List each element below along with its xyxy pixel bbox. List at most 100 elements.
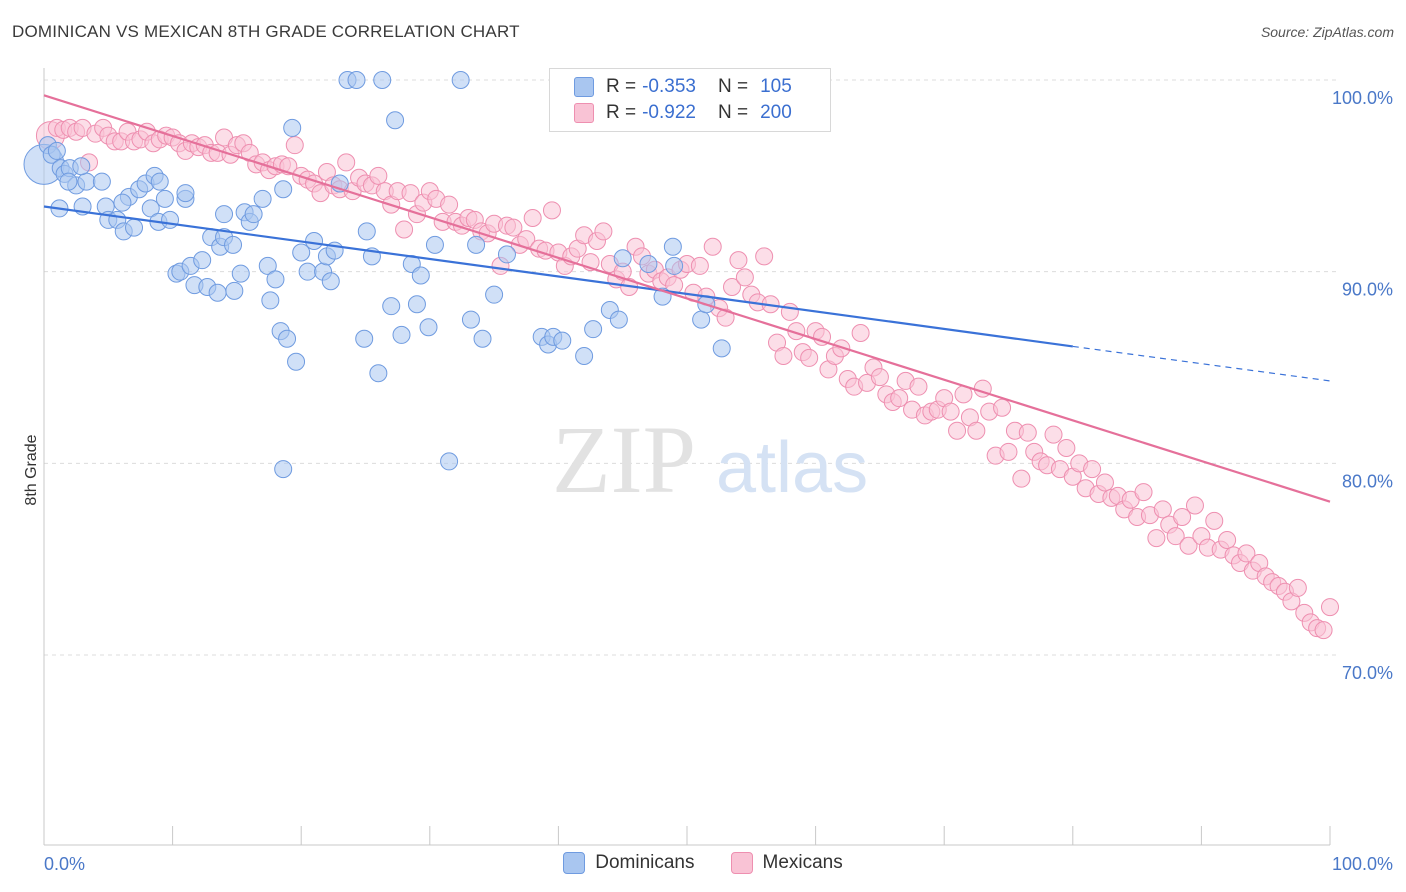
point-dominican xyxy=(553,331,572,350)
legend-label-dominicans: Dominicans xyxy=(595,852,695,873)
point-dominican xyxy=(193,251,212,270)
trend-lines xyxy=(43,94,1331,503)
point-dominican xyxy=(461,310,480,329)
point-mexican xyxy=(851,324,870,342)
legend-item-mexicans[interactable]: Mexicans xyxy=(730,852,843,874)
point-mexican xyxy=(401,184,420,203)
point-mexican xyxy=(729,251,748,270)
gridlines xyxy=(44,79,1336,656)
point-mexican xyxy=(594,222,613,241)
legend-swatch-mexicans xyxy=(730,852,753,874)
point-dominican xyxy=(208,283,227,302)
legend-r-value: -0.922 xyxy=(642,102,696,123)
point-mexican xyxy=(1018,423,1037,442)
point-dominican xyxy=(407,295,426,314)
point-mexican xyxy=(395,220,414,239)
legend-row-dominicans: R = -0.353 N = 105 xyxy=(574,75,792,99)
point-mexican xyxy=(1147,529,1166,548)
point-mexican xyxy=(1166,527,1185,546)
point-dominican xyxy=(278,329,297,348)
point-dominican xyxy=(665,256,684,275)
point-mexican xyxy=(542,201,561,220)
point-mexican xyxy=(440,195,459,214)
source-label: Source: ZipAtlas.com xyxy=(1260,24,1394,40)
point-dominican xyxy=(692,310,711,329)
point-mexican xyxy=(774,347,793,365)
point-mexican xyxy=(813,327,832,346)
series-mexicans xyxy=(35,118,1339,640)
trend-line-mexicans xyxy=(43,94,1331,503)
point-mexican xyxy=(1044,425,1063,444)
point-dominican xyxy=(369,364,388,383)
y-tick-labels: 100.0% 90.0% 80.0% 70.0% xyxy=(1332,88,1393,683)
point-mexican xyxy=(1237,544,1256,563)
point-dominican xyxy=(712,339,731,358)
x-axis: 0.0% 100.0% xyxy=(43,68,1393,874)
point-dominican xyxy=(613,249,632,268)
legend-n-label: N = xyxy=(717,76,749,97)
legend-n-value: 105 xyxy=(760,76,792,97)
legend-swatch-mexicans xyxy=(574,103,594,123)
point-mexican xyxy=(909,377,928,396)
legend-n-value: 200 xyxy=(760,102,792,123)
point-dominican xyxy=(231,264,250,283)
point-dominican xyxy=(382,297,401,316)
point-dominican xyxy=(609,310,628,329)
point-mexican xyxy=(723,278,742,296)
watermark-zip: ZIP xyxy=(552,406,696,513)
series-legend: Dominicans Mexicans xyxy=(0,852,1406,874)
point-dominican xyxy=(72,157,91,176)
legend-label-mexicans: Mexicans xyxy=(762,852,843,873)
point-dominican xyxy=(425,235,444,254)
point-dominican xyxy=(473,329,492,348)
watermark: ZIP atlas xyxy=(552,406,868,513)
point-dominican xyxy=(283,118,302,137)
point-dominican xyxy=(321,272,340,291)
point-dominican xyxy=(485,285,504,304)
point-dominican xyxy=(77,172,96,191)
point-mexican xyxy=(523,209,542,227)
point-mexican xyxy=(755,247,774,266)
point-mexican xyxy=(1185,496,1204,515)
point-dominican xyxy=(113,193,132,212)
point-dominican xyxy=(467,235,486,254)
point-mexican xyxy=(735,268,754,287)
point-dominican xyxy=(161,210,180,229)
point-dominican xyxy=(639,255,658,273)
point-mexican xyxy=(369,166,388,185)
trend-line-dominicans xyxy=(43,205,1073,348)
point-mexican xyxy=(1179,536,1198,555)
legend-r-label: R = xyxy=(606,102,637,123)
y-tick-label: 100.0% xyxy=(1332,88,1393,108)
point-dominican xyxy=(92,172,111,191)
point-mexican xyxy=(285,136,304,155)
point-dominican xyxy=(59,172,78,191)
point-dominican xyxy=(305,232,324,250)
legend-n-label: N = xyxy=(717,102,749,123)
point-mexican xyxy=(999,442,1018,461)
point-mexican xyxy=(1314,621,1333,640)
point-dominican xyxy=(584,320,603,339)
point-dominican xyxy=(155,189,174,208)
y-tick-label: 90.0% xyxy=(1342,280,1393,300)
point-mexican xyxy=(1095,473,1114,492)
point-dominican xyxy=(47,141,66,160)
watermark-atlas: atlas xyxy=(716,428,868,508)
point-mexican xyxy=(703,237,722,256)
point-mexican xyxy=(780,302,799,321)
legend-r-value: -0.353 xyxy=(642,76,696,97)
legend-swatch-dominicans xyxy=(574,77,594,97)
point-mexican xyxy=(1218,531,1237,549)
point-dominican xyxy=(266,270,285,289)
point-dominican xyxy=(386,111,405,130)
point-mexican xyxy=(1173,508,1192,526)
y-axis-label: 8th Grade xyxy=(23,434,40,505)
point-dominican xyxy=(125,218,144,237)
point-dominican xyxy=(225,281,244,300)
point-mexican xyxy=(800,348,819,367)
legend-item-dominicans[interactable]: Dominicans xyxy=(563,852,695,874)
point-dominican xyxy=(357,222,376,241)
point-mexican xyxy=(504,218,523,237)
point-dominican xyxy=(244,205,263,224)
point-mexican xyxy=(690,256,709,275)
